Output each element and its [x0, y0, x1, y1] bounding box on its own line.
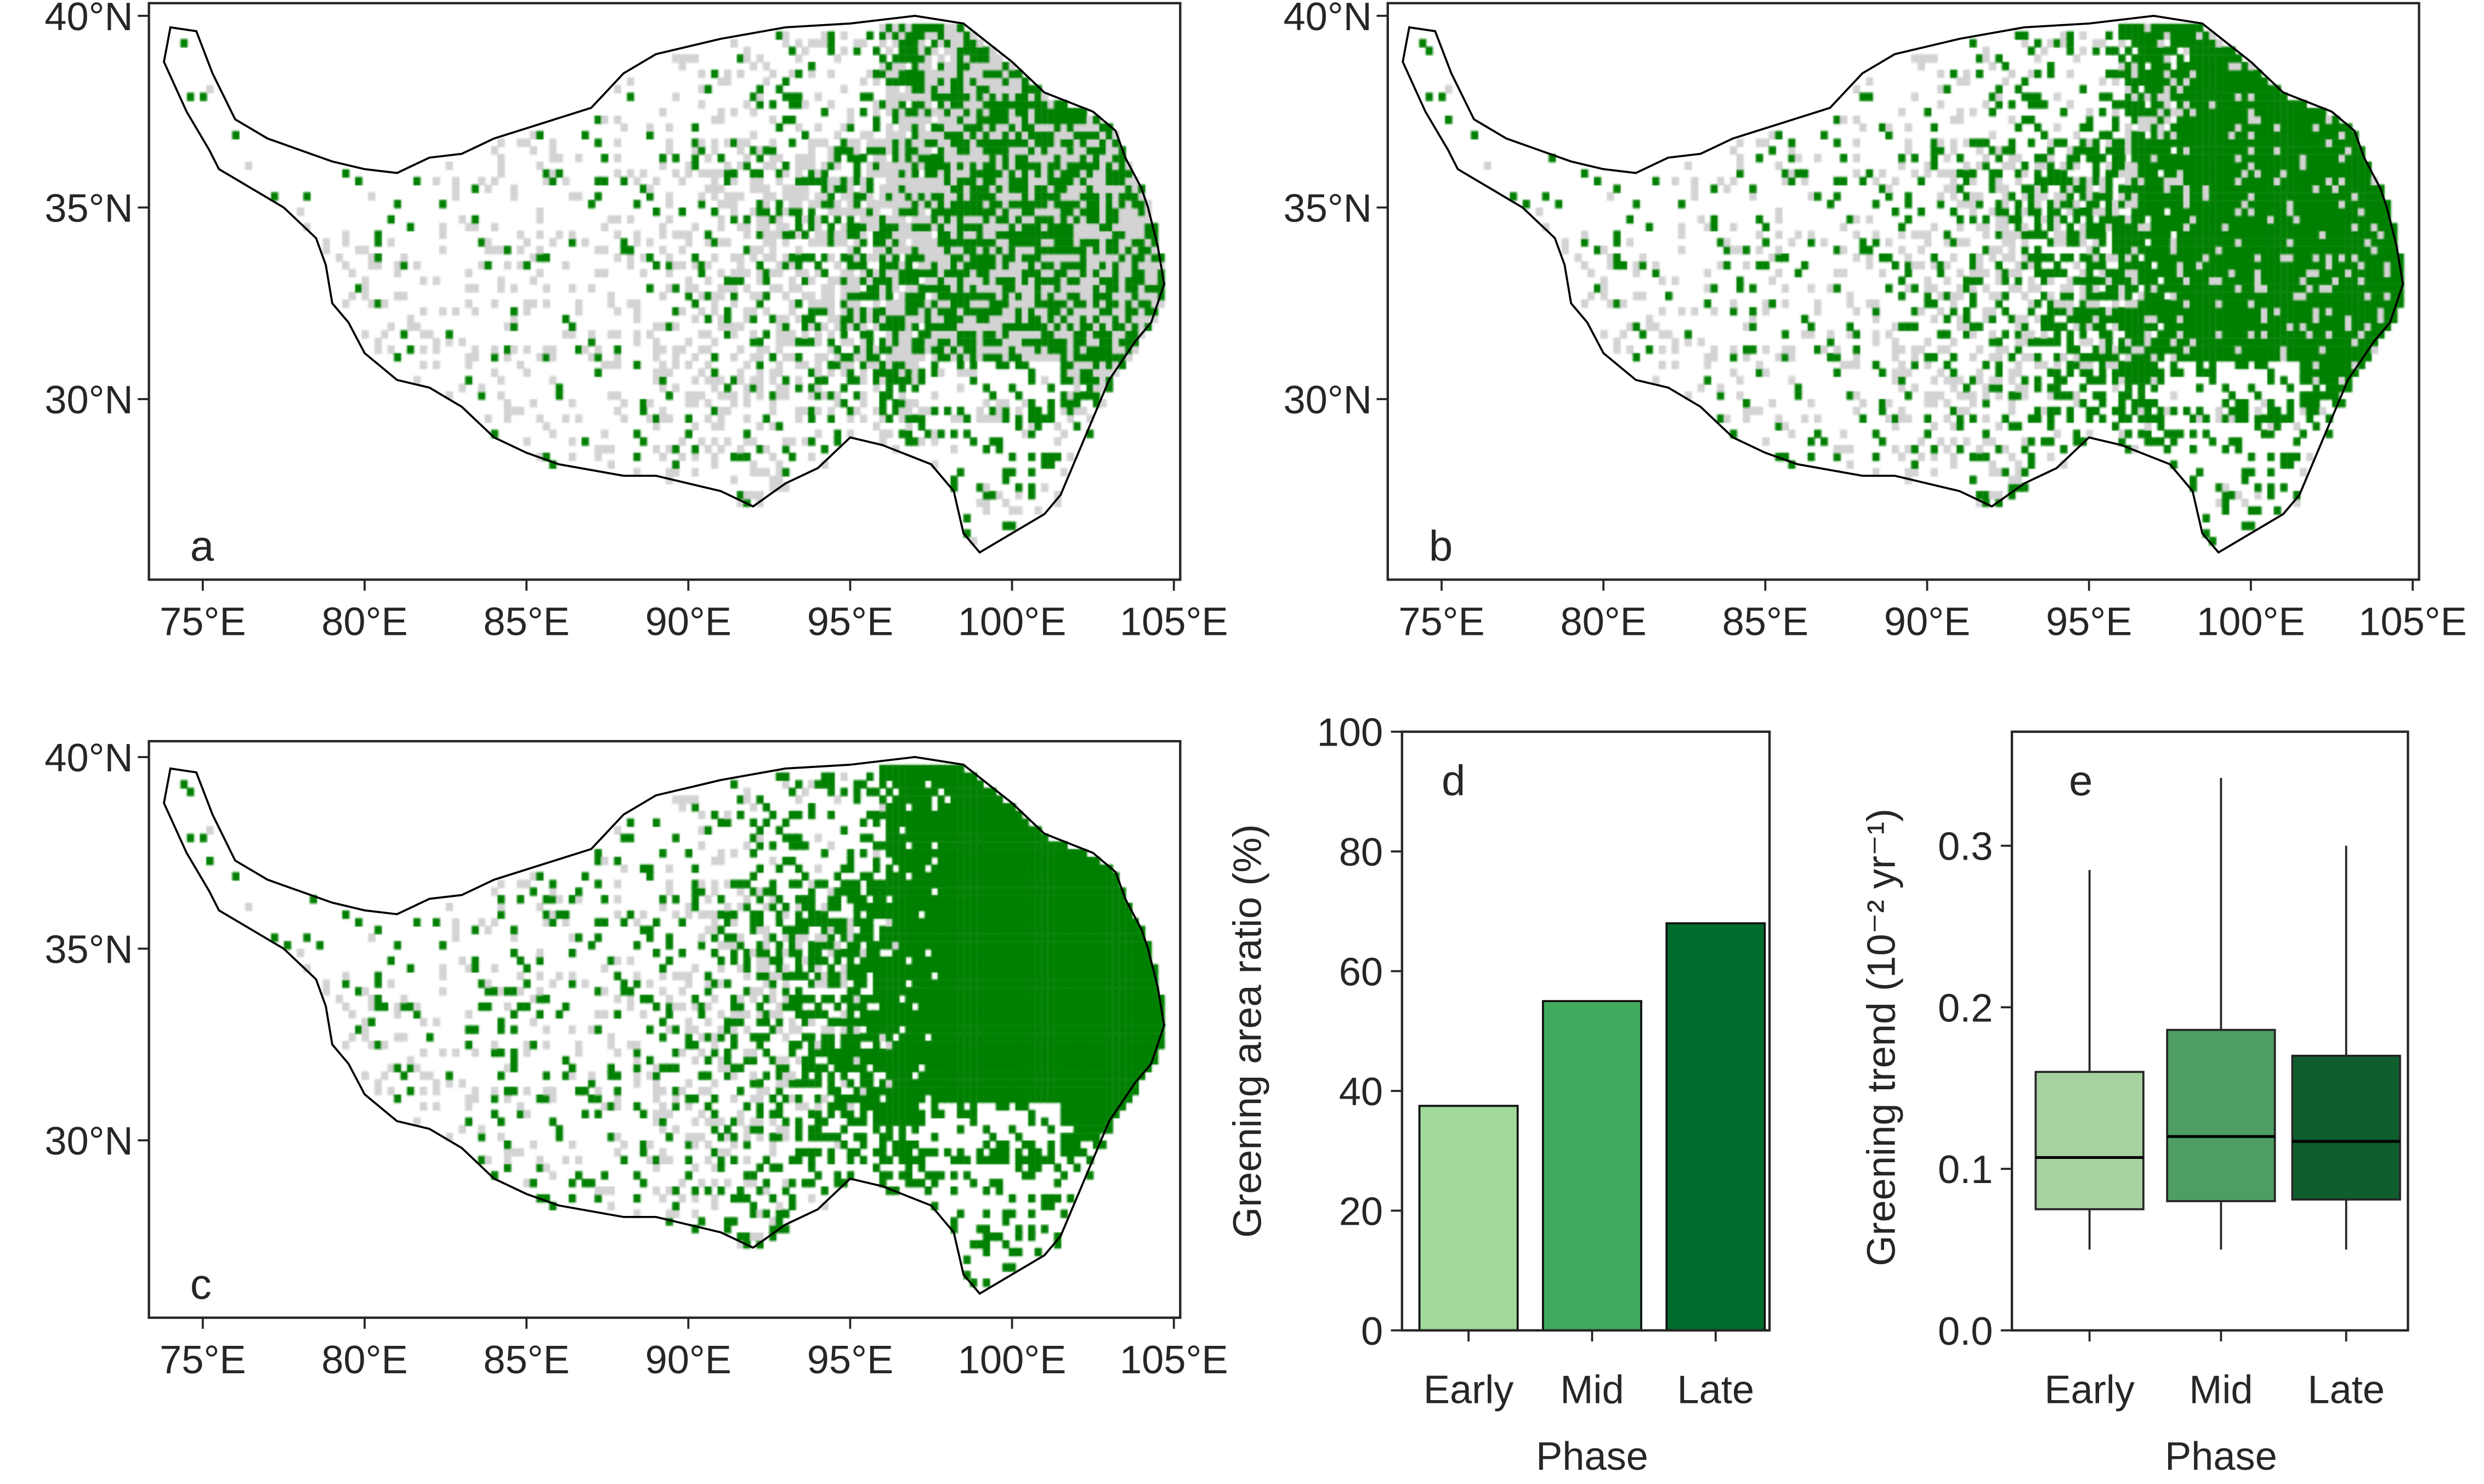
lon-tick-label: 105°E [1120, 600, 1228, 644]
iqr-box [2166, 1028, 2276, 1202]
lat-tick-label: 35°N [44, 928, 133, 972]
plateau-outline [1402, 14, 2404, 554]
panel-label: d [1442, 756, 1465, 804]
map-raster-b [1387, 3, 2419, 580]
lat-tick-label: 30°N [44, 378, 133, 422]
y-axis-label: Greening area ratio (%) [1226, 824, 1270, 1238]
y-tick-label: 0.2 [1938, 986, 1993, 1030]
y-tick-label: 0 [1361, 1310, 1383, 1354]
lat-tick-label: 40°N [44, 0, 133, 39]
lon-tick-label: 105°E [2358, 600, 2467, 644]
lon-tick-label: 85°E [483, 1338, 569, 1382]
map-frame [148, 740, 1182, 1319]
y-axis-label: Greening trend (10⁻² yr⁻¹) [1859, 809, 1903, 1266]
x-tick-label: Early [2044, 1368, 2135, 1412]
lat-tick-label: 30°N [1284, 378, 1372, 422]
y-tick-label: 80 [1339, 831, 1383, 874]
lon-tick-label: 75°E [1398, 600, 1484, 644]
lon-tick-label: 100°E [958, 1338, 1067, 1382]
lat-tick-label: 40°N [44, 736, 133, 780]
lat-tick-label: 35°N [1284, 186, 1372, 230]
box-early [2034, 869, 2145, 1250]
x-tick-label: Mid [2189, 1368, 2253, 1412]
panel-label: c [190, 1260, 212, 1308]
map-panel-b: 75°E 80°E 85°E 90°E 95°E 100°E 105°E 40°N 35°N 30… [1284, 0, 2467, 644]
lat-tick-label: 30°N [44, 1119, 133, 1163]
iqr-box [2291, 1054, 2401, 1201]
y-tick-label: 40 [1339, 1070, 1383, 1114]
x-axis-label: Phase [2165, 1435, 2277, 1479]
bar-early [1418, 1105, 1519, 1332]
lon-tick-label: 100°E [2197, 600, 2305, 644]
plot-frame [2010, 730, 2409, 1332]
y-tick-label: 100 [1317, 711, 1383, 755]
lon-tick-label: 80°E [321, 600, 407, 644]
lon-tick-label: 105°E [1120, 1338, 1228, 1382]
plateau-outline [163, 756, 1165, 1295]
map-panel-c: 75°E 80°E 85°E 90°E 95°E 100°E 105°E 40°N 35°N 30… [44, 736, 1228, 1382]
x-axis-label: Phase [1536, 1435, 1648, 1479]
bar-chart-d: Early Mid Late 0 20 40 60 80 100 Phase Greening ar… [1226, 711, 1771, 1479]
map-raster-a [149, 3, 1181, 580]
lon-tick-label: 90°E [645, 1338, 731, 1382]
lon-tick-label: 90°E [1884, 600, 1970, 644]
box-chart-e: Early Mid Late 0.0 0.1 0.2 0.3 Phase Greening tr… [1859, 730, 2409, 1479]
lon-tick-label: 85°E [1722, 600, 1808, 644]
x-tick-label: Late [2307, 1368, 2385, 1412]
y-tick-label: 0.0 [1938, 1310, 1993, 1354]
x-tick-label: Mid [1560, 1368, 1624, 1412]
panel-label: b [1429, 522, 1453, 570]
panel-label: e [2069, 756, 2092, 804]
x-tick-label: Late [1677, 1368, 1755, 1412]
y-tick-label: 60 [1339, 951, 1383, 994]
lon-tick-label: 95°E [807, 1338, 893, 1382]
lon-tick-label: 95°E [2046, 600, 2132, 644]
lon-tick-label: 95°E [807, 600, 893, 644]
map-frame [148, 2, 1182, 581]
panel-label: a [190, 522, 214, 570]
plot-frame [1400, 730, 1771, 1332]
lon-tick-label: 100°E [958, 600, 1067, 644]
plateau-outline [163, 14, 1165, 554]
lon-tick-label: 90°E [645, 600, 731, 644]
box-mid [2166, 777, 2276, 1250]
map-panel-a: 75°E 80°E 85°E 90°E 95°E 100°E 105°E 40°N 35°N 30… [44, 0, 1228, 644]
map-raster-c [149, 741, 1181, 1318]
iqr-box [2034, 1071, 2145, 1210]
lon-tick-label: 75°E [160, 1338, 246, 1382]
lat-tick-label: 40°N [1284, 0, 1372, 39]
lon-tick-label: 85°E [483, 600, 569, 644]
bar-late [1665, 922, 1766, 1332]
lon-tick-label: 75°E [160, 600, 246, 644]
lat-tick-label: 35°N [44, 186, 133, 230]
y-tick-label: 20 [1339, 1190, 1383, 1233]
y-tick-label: 0.3 [1938, 825, 1993, 869]
lon-tick-label: 80°E [1560, 600, 1646, 644]
lon-tick-label: 80°E [321, 1338, 407, 1382]
x-tick-label: Early [1424, 1368, 1514, 1412]
y-tick-label: 0.1 [1938, 1148, 1993, 1192]
bar-mid [1542, 1000, 1642, 1332]
map-frame [1386, 2, 2420, 581]
box-late [2291, 845, 2401, 1250]
